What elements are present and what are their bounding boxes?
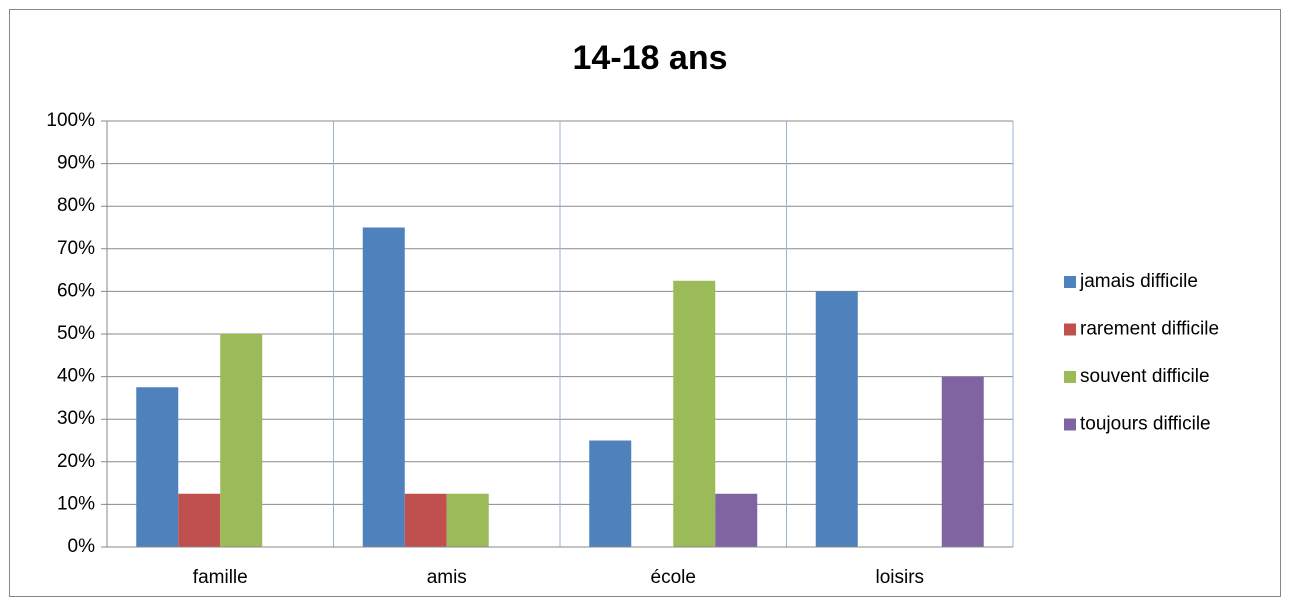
bar <box>404 493 447 547</box>
y-tick-label: 20% <box>57 451 95 472</box>
y-tick-label: 40% <box>57 366 95 387</box>
legend-label: souvent difficile <box>1080 366 1210 387</box>
y-tick-label: 10% <box>57 493 95 514</box>
x-tick-label: famille <box>193 567 248 588</box>
bar <box>178 493 221 547</box>
bar <box>220 334 263 547</box>
legend-swatch <box>1064 418 1076 431</box>
bar <box>136 387 179 547</box>
x-tick-label: loisirs <box>875 567 924 588</box>
bar <box>715 493 758 547</box>
bar <box>941 376 984 547</box>
legend-swatch <box>1064 371 1076 383</box>
x-tick-label: école <box>651 567 696 588</box>
bar <box>362 227 405 547</box>
legend-label: toujours difficile <box>1080 414 1211 435</box>
legend-label: jamais difficile <box>1079 271 1198 292</box>
legend-swatch <box>1064 323 1076 336</box>
bar <box>589 440 632 547</box>
bar <box>673 280 716 547</box>
y-tick-label: 0% <box>68 536 96 557</box>
bar <box>815 291 858 547</box>
y-tick-label: 50% <box>57 323 95 344</box>
y-tick-label: 30% <box>57 408 95 429</box>
y-tick-label: 80% <box>57 195 95 216</box>
y-tick-label: 100% <box>46 110 95 131</box>
y-tick-label: 70% <box>57 238 95 259</box>
x-tick-label: amis <box>427 567 467 588</box>
bar <box>446 493 489 547</box>
y-tick-label: 60% <box>57 280 95 301</box>
legend-swatch <box>1064 276 1076 288</box>
y-tick-label: 90% <box>57 153 95 174</box>
chart-title: 14-18 ans <box>573 39 728 77</box>
legend-label: rarement difficile <box>1080 319 1219 340</box>
